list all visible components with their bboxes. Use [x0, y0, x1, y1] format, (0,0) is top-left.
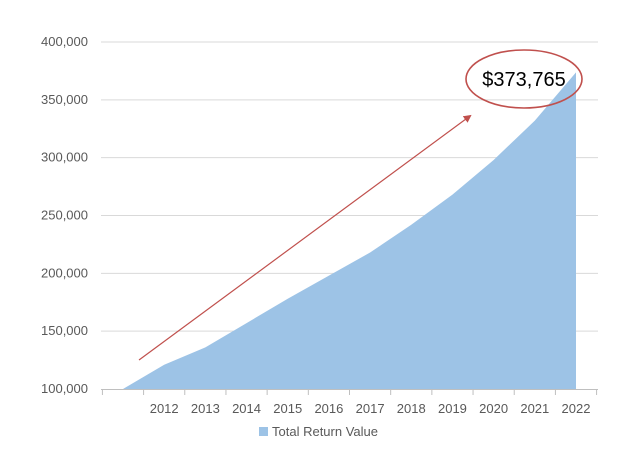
trend-arrow	[138, 114, 472, 361]
axes: 100,000 150,000 200,000 250,000 300,000 350,0…	[41, 34, 598, 416]
x-tick-label: 2012	[150, 401, 179, 416]
area-series-total-return-value	[123, 72, 576, 389]
y-tick-label: 300,000	[41, 150, 88, 165]
x-tick-label: 2017	[356, 401, 385, 416]
x-tick-label: 2020	[479, 401, 508, 416]
annotation-circle	[465, 49, 583, 109]
x-tick-label: 2016	[314, 401, 343, 416]
y-tick-label: 150,000	[41, 323, 88, 338]
y-tick-label: 200,000	[41, 265, 88, 280]
legend: Total Return Value	[259, 424, 378, 439]
x-tick-label: 2018	[397, 401, 426, 416]
y-tick-label: 400,000	[41, 34, 88, 49]
x-tick-label: 2014	[232, 401, 261, 416]
plot-area	[123, 72, 576, 389]
legend-label: Total Return Value	[272, 424, 378, 439]
y-tick-label: 100,000	[41, 381, 88, 396]
x-tick-label: 2019	[438, 401, 467, 416]
x-tick-label: 2015	[273, 401, 302, 416]
legend-swatch	[259, 427, 268, 436]
annotation-value: $373,765	[482, 69, 565, 91]
y-tick-label: 250,000	[41, 208, 88, 223]
annotation: $373,765	[138, 49, 583, 361]
x-tick-label: 2021	[520, 401, 549, 416]
y-tick-label: 350,000	[41, 92, 88, 107]
x-tick-label: 2022	[562, 401, 591, 416]
x-tick-label: 2013	[191, 401, 220, 416]
